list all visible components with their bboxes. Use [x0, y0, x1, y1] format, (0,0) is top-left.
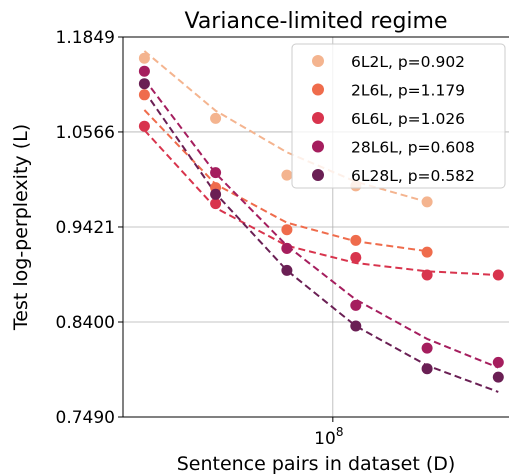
data-point-series-2: [421, 246, 433, 258]
x-tick-label: 108: [314, 425, 343, 449]
y-tick-label: 1.0566: [56, 123, 115, 143]
legend-marker: [312, 140, 324, 153]
x-axis-label: Sentence pairs in dataset (D): [177, 453, 456, 474]
legend: 6L2L, p=0.902 2L6L, p=1.179 6L6L, p=1.026 2…: [291, 43, 506, 189]
data-point-series-4: [281, 242, 293, 254]
legend-label: 6L6L, p=1.026: [351, 110, 465, 128]
data-point-series-2: [350, 234, 362, 246]
data-point-series-4: [492, 356, 504, 368]
data-point-series-5: [281, 264, 293, 276]
y-tick-label: 0.8400: [56, 313, 115, 333]
data-point-series-3: [138, 120, 150, 132]
x-ticks: 108: [314, 417, 343, 449]
legend-label: 6L2L, p=0.902: [351, 53, 465, 71]
data-point-series-5: [492, 371, 504, 383]
legend-marker: [312, 112, 324, 124]
data-point-series-4: [210, 167, 222, 179]
data-point-series-5: [138, 78, 150, 90]
data-point-series-1: [138, 52, 150, 64]
data-point-series-1: [210, 112, 222, 124]
data-point-series-3: [210, 198, 222, 210]
fit-line-5: [143, 90, 499, 393]
legend-marker: [312, 169, 324, 181]
data-point-series-5: [350, 320, 362, 332]
data-point-series-2: [281, 224, 293, 236]
data-point-series-2: [138, 89, 150, 101]
legend-label: 6L28L, p=0.582: [351, 167, 475, 185]
data-point-series-5: [210, 188, 222, 200]
legend-marker: [312, 55, 324, 67]
data-point-series-3: [492, 269, 504, 281]
y-tick-label: 0.9421: [56, 218, 115, 238]
legend-box: [291, 43, 506, 189]
data-point-series-4: [138, 65, 150, 77]
fit-line-4: [143, 78, 499, 369]
y-tick-label: 0.7490: [56, 408, 115, 428]
y-tick-label: 1.1849: [56, 28, 115, 48]
data-point-series-4: [350, 299, 362, 311]
y-axis-label: Test log-perplexity (L): [10, 124, 32, 331]
data-point-series-4: [421, 342, 433, 354]
data-point-series-1: [281, 169, 293, 181]
y-ticks: 1.1849 1.0566 0.9421 0.8400 0.7490: [56, 28, 123, 428]
data-point-series-3: [350, 252, 362, 263]
data-point-series-5: [421, 363, 433, 375]
legend-marker: [312, 83, 324, 96]
legend-label: 28L6L, p=0.608: [351, 139, 475, 157]
data-point-series-1: [421, 196, 433, 208]
fit-line-3: [143, 129, 499, 276]
chart-title: Variance-limited regime: [184, 9, 447, 34]
legend-label: 2L6L, p=1.179: [351, 82, 465, 100]
data-point-series-3: [421, 269, 433, 281]
